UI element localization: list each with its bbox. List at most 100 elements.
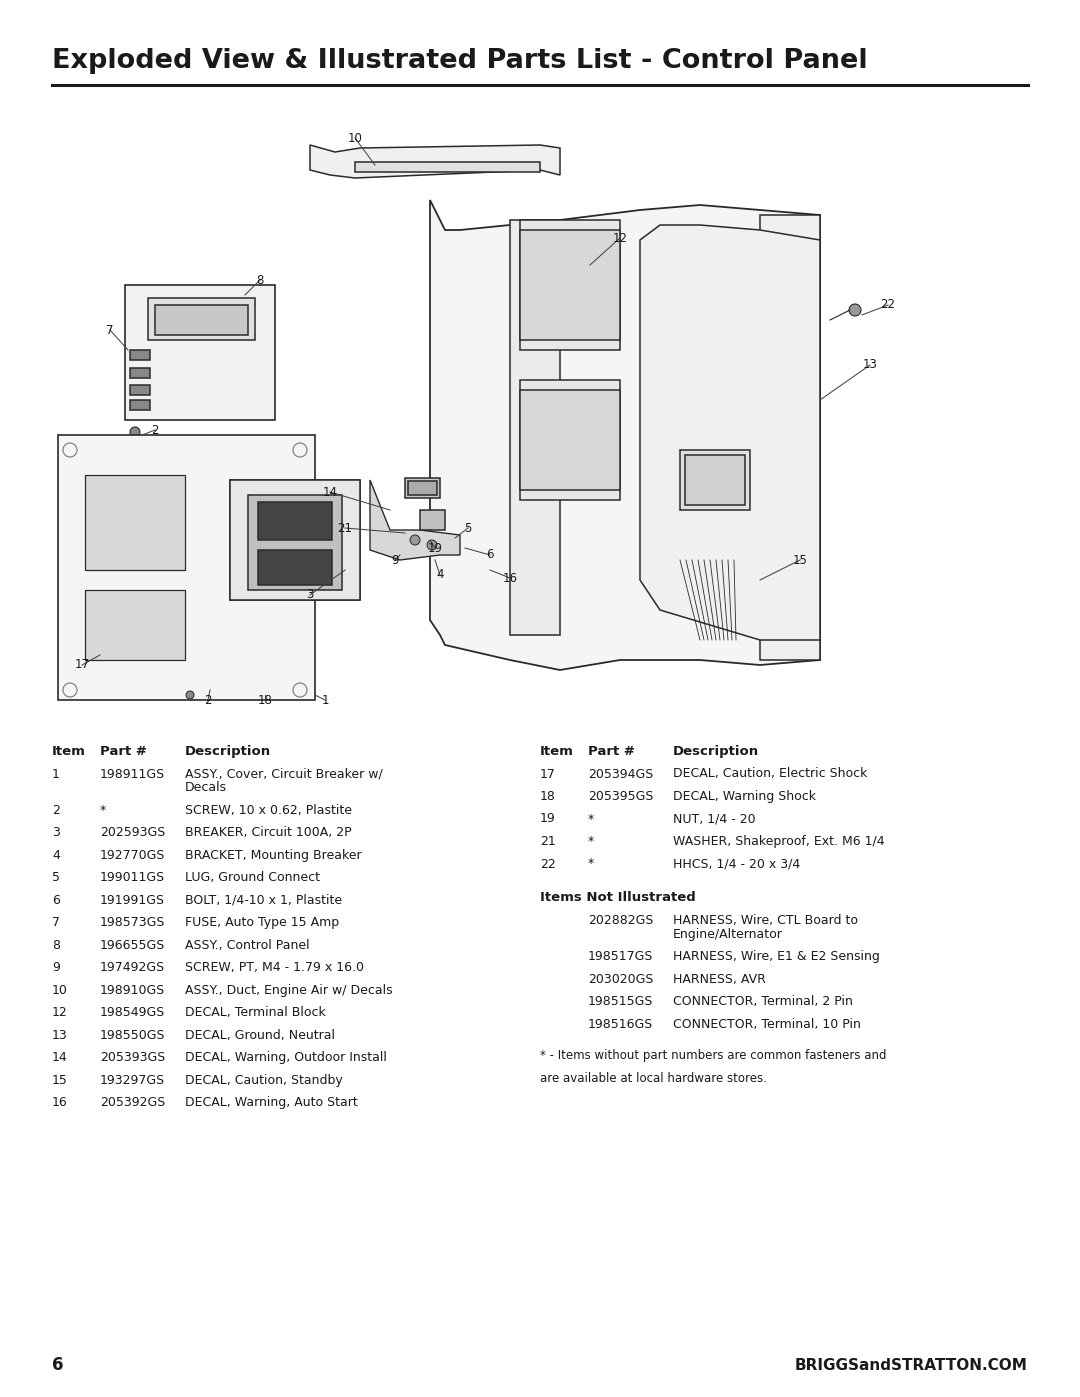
Text: 9: 9: [391, 553, 399, 567]
Text: BOLT, 1/4-10 x 1, Plastite: BOLT, 1/4-10 x 1, Plastite: [185, 894, 342, 907]
Text: 2: 2: [204, 693, 212, 707]
Text: 7: 7: [106, 324, 113, 337]
Text: NUT, 1/4 - 20: NUT, 1/4 - 20: [673, 813, 756, 826]
Text: 17: 17: [75, 658, 90, 672]
Text: 15: 15: [52, 1074, 68, 1087]
Polygon shape: [230, 481, 360, 599]
Polygon shape: [248, 495, 342, 590]
Text: 16: 16: [52, 1097, 68, 1109]
Text: 13: 13: [52, 1030, 68, 1042]
Text: HARNESS, Wire, CTL Board to: HARNESS, Wire, CTL Board to: [673, 914, 858, 926]
Polygon shape: [130, 351, 150, 360]
Text: 4: 4: [52, 849, 59, 862]
Text: BREAKER, Circuit 100A, 2P: BREAKER, Circuit 100A, 2P: [185, 827, 352, 840]
Circle shape: [130, 427, 140, 437]
Text: 6: 6: [52, 1356, 64, 1375]
Text: 13: 13: [863, 359, 877, 372]
Polygon shape: [519, 390, 620, 490]
Text: Item: Item: [52, 745, 86, 759]
Text: HARNESS, AVR: HARNESS, AVR: [673, 972, 766, 986]
Text: 205392GS: 205392GS: [100, 1097, 165, 1109]
Polygon shape: [519, 380, 620, 500]
Text: 4: 4: [436, 569, 444, 581]
Text: 12: 12: [52, 1006, 68, 1020]
Text: Part #: Part #: [588, 745, 635, 759]
Text: 6: 6: [52, 894, 59, 907]
Text: 10: 10: [348, 131, 363, 144]
Polygon shape: [420, 510, 445, 529]
Text: *: *: [588, 835, 594, 848]
Text: DECAL, Ground, Neutral: DECAL, Ground, Neutral: [185, 1030, 335, 1042]
Text: Engine/Alternator: Engine/Alternator: [673, 928, 783, 940]
Text: BRACKET, Mounting Breaker: BRACKET, Mounting Breaker: [185, 849, 362, 862]
Text: DECAL, Warning, Auto Start: DECAL, Warning, Auto Start: [185, 1097, 357, 1109]
Text: 22: 22: [540, 858, 556, 870]
Text: 6: 6: [486, 549, 494, 562]
Text: 17: 17: [540, 767, 556, 781]
Polygon shape: [85, 475, 185, 570]
Text: ASSY., Duct, Engine Air w/ Decals: ASSY., Duct, Engine Air w/ Decals: [185, 983, 393, 997]
Text: ASSY., Control Panel: ASSY., Control Panel: [185, 939, 310, 951]
Circle shape: [849, 305, 861, 316]
Polygon shape: [230, 481, 360, 599]
Polygon shape: [519, 231, 620, 339]
Text: 21: 21: [337, 521, 352, 535]
Text: HARNESS, Wire, E1 & E2 Sensing: HARNESS, Wire, E1 & E2 Sensing: [673, 950, 880, 963]
Polygon shape: [156, 305, 248, 335]
Text: 198573GS: 198573GS: [100, 916, 165, 929]
Text: LUG, Ground Connect: LUG, Ground Connect: [185, 872, 320, 884]
Circle shape: [186, 692, 194, 698]
Text: Exploded View & Illustrated Parts List - Control Panel: Exploded View & Illustrated Parts List -…: [52, 47, 867, 74]
Text: 2: 2: [52, 803, 59, 817]
Text: CONNECTOR, Terminal, 2 Pin: CONNECTOR, Terminal, 2 Pin: [673, 995, 853, 1009]
Text: 198516GS: 198516GS: [588, 1017, 653, 1031]
Text: 22: 22: [880, 299, 895, 312]
Polygon shape: [310, 145, 561, 177]
Text: 1: 1: [321, 693, 328, 707]
Text: DECAL, Warning, Outdoor Install: DECAL, Warning, Outdoor Install: [185, 1052, 387, 1065]
Text: 199011GS: 199011GS: [100, 872, 165, 884]
Polygon shape: [130, 400, 150, 409]
Text: SCREW, PT, M4 - 1.79 x 16.0: SCREW, PT, M4 - 1.79 x 16.0: [185, 961, 364, 975]
Text: 203020GS: 203020GS: [588, 972, 653, 986]
Polygon shape: [58, 434, 315, 700]
Text: 1: 1: [52, 767, 59, 781]
Text: Part #: Part #: [100, 745, 147, 759]
Text: Item: Item: [540, 745, 573, 759]
Text: 202593GS: 202593GS: [100, 827, 165, 840]
Polygon shape: [405, 478, 440, 497]
Text: WASHER, Shakeproof, Ext. M6 1/4: WASHER, Shakeproof, Ext. M6 1/4: [673, 835, 885, 848]
Text: 3: 3: [307, 588, 313, 602]
Text: 205393GS: 205393GS: [100, 1052, 165, 1065]
Circle shape: [427, 541, 437, 550]
Text: 10: 10: [52, 983, 68, 997]
Text: 2: 2: [151, 423, 159, 436]
Polygon shape: [370, 481, 460, 560]
Text: 12: 12: [612, 232, 627, 244]
Polygon shape: [685, 455, 745, 504]
Polygon shape: [130, 386, 150, 395]
Text: DECAL, Warning Shock: DECAL, Warning Shock: [673, 789, 816, 803]
Text: Decals: Decals: [185, 781, 227, 795]
Text: 19: 19: [428, 542, 443, 555]
Polygon shape: [355, 162, 540, 172]
Text: are available at local hardware stores.: are available at local hardware stores.: [540, 1071, 767, 1084]
Polygon shape: [430, 200, 820, 671]
Text: 7: 7: [52, 916, 60, 929]
Text: 205395GS: 205395GS: [588, 789, 653, 803]
Polygon shape: [408, 481, 437, 495]
Text: 192770GS: 192770GS: [100, 849, 165, 862]
Polygon shape: [258, 502, 332, 541]
Text: 198910GS: 198910GS: [100, 983, 165, 997]
Text: 8: 8: [52, 939, 60, 951]
Text: 191991GS: 191991GS: [100, 894, 165, 907]
Text: HHCS, 1/4 - 20 x 3/4: HHCS, 1/4 - 20 x 3/4: [673, 858, 800, 870]
Polygon shape: [640, 225, 820, 640]
Text: 18: 18: [540, 789, 556, 803]
Text: 19: 19: [540, 813, 556, 826]
Text: 205394GS: 205394GS: [588, 767, 653, 781]
Text: 198911GS: 198911GS: [100, 767, 165, 781]
Text: 202882GS: 202882GS: [588, 914, 653, 926]
Text: *: *: [588, 813, 594, 826]
Text: 8: 8: [256, 274, 264, 286]
